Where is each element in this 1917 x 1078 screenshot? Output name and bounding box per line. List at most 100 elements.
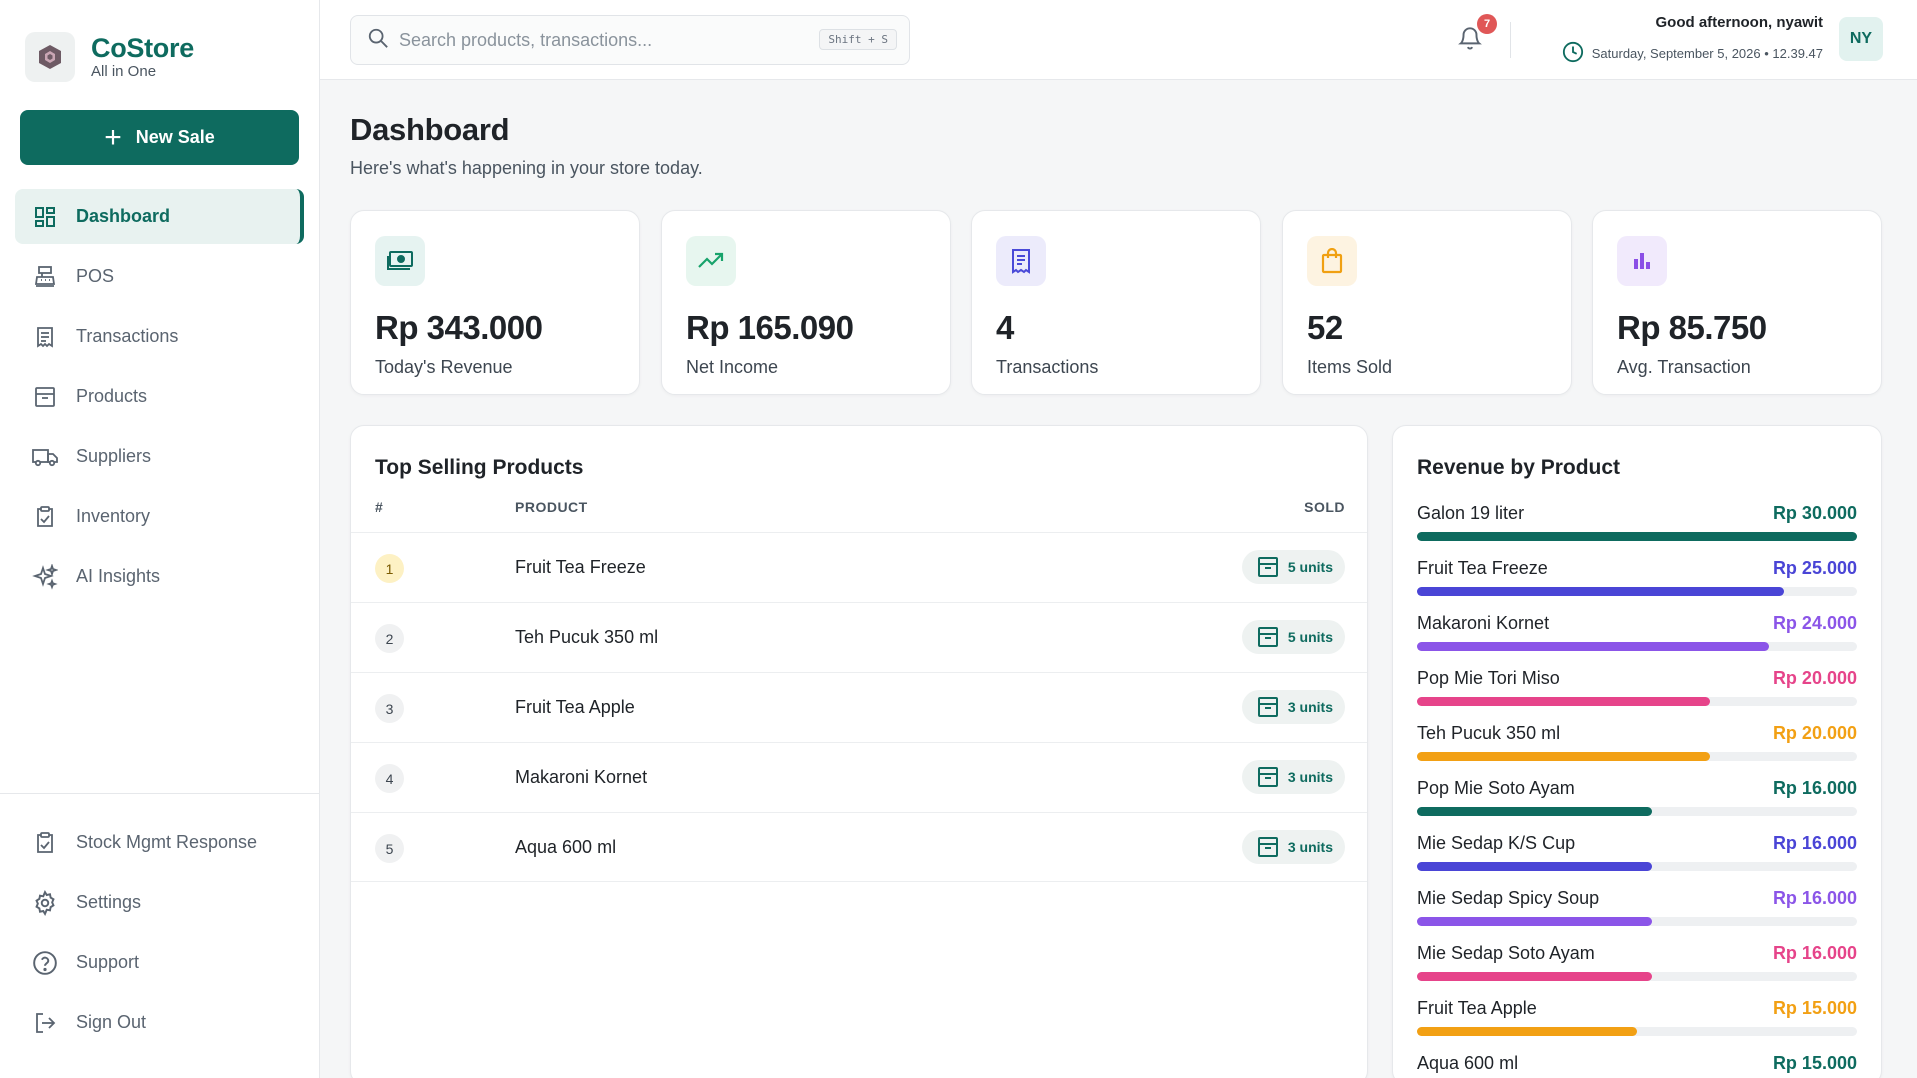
sold-badge: 3 units <box>1241 760 1345 794</box>
revenue-value: Rp 16.000 <box>1772 888 1857 908</box>
revenue-item: Mie Sedap Spicy Soup Rp 16.000 <box>1417 888 1857 943</box>
search-input[interactable] <box>399 29 819 51</box>
archive-icon <box>1256 695 1280 719</box>
revenue-item: Pop Mie Tori Miso Rp 20.000 <box>1417 668 1857 723</box>
product-name: Aqua 600 ml <box>515 837 617 857</box>
revenue-bar-fill <box>1417 807 1652 816</box>
table-row[interactable]: 2 Teh Pucuk 350 ml 5 units <box>351 602 1367 672</box>
top-header: Shift + S 7 Good afternoon, nyawit Satur… <box>320 0 1917 80</box>
revenue-product-name: Pop Mie Soto Ayam <box>1417 778 1575 798</box>
revenue-item: Makaroni Kornet Rp 24.000 <box>1417 613 1857 668</box>
sold-quantity: 3 units <box>1287 839 1333 855</box>
table-row[interactable]: 5 Aqua 600 ml 3 units <box>351 812 1367 882</box>
column-header-sold: SOLD <box>1304 499 1345 515</box>
rank-badge: 5 <box>375 834 404 863</box>
page-title: Dashboard <box>350 112 510 147</box>
brand-tagline: All in One <box>91 63 157 80</box>
sidebar-item-stock-mgmt-response[interactable]: Stock Mgmt Response <box>15 815 304 870</box>
greeting-block: Good afternoon, nyawit Saturday, Septemb… <box>1562 14 1823 66</box>
column-header-rank: # <box>375 499 384 515</box>
sidebar-item-label: Stock Mgmt Response <box>76 832 258 852</box>
product-name: Fruit Tea Freeze <box>515 557 646 577</box>
revenue-item: Fruit Tea Apple Rp 15.000 <box>1417 998 1857 1053</box>
register-icon <box>31 263 59 291</box>
revenue-product-name: Aqua 600 ml <box>1417 1053 1519 1073</box>
stat-card-net-income: Rp 165.090 Net Income <box>661 210 951 395</box>
main-nav: Dashboard POS Transactions Products Supp… <box>15 189 304 609</box>
page-subtitle: Here's what's happening in your store to… <box>350 158 703 178</box>
sidebar-item-support[interactable]: Support <box>15 935 304 990</box>
sold-badge: 5 units <box>1241 620 1345 654</box>
revenue-product-name: Makaroni Kornet <box>1417 613 1550 633</box>
notification-count-badge: 7 <box>1477 14 1497 34</box>
receipt-icon <box>31 323 59 351</box>
truck-icon <box>31 443 59 471</box>
revenue-value: Rp 30.000 <box>1772 503 1857 523</box>
product-name: Fruit Tea Apple <box>515 697 635 717</box>
revenue-value: Rp 20.000 <box>1772 723 1857 743</box>
notifications-button[interactable] <box>1457 24 1491 58</box>
top-selling-card: Top Selling Products # PRODUCT SOLD 1 Fr… <box>350 425 1368 1078</box>
revenue-item: Galon 19 liter Rp 30.000 <box>1417 503 1857 558</box>
table-row[interactable]: 4 Makaroni Kornet 3 units <box>351 742 1367 812</box>
sidebar-item-dashboard[interactable]: Dashboard <box>15 189 304 244</box>
sidebar-item-pos[interactable]: POS <box>15 249 304 304</box>
table-row[interactable]: 1 Fruit Tea Freeze 5 units <box>351 532 1367 602</box>
user-avatar[interactable]: NY <box>1839 17 1883 61</box>
brand-name: CoStore <box>91 33 194 63</box>
rank-badge: 1 <box>375 554 404 583</box>
revenue-bar-track <box>1417 642 1857 651</box>
archive-icon <box>1256 835 1280 859</box>
revenue-value: Rp 24.000 <box>1772 613 1857 633</box>
sold-badge: 3 units <box>1241 690 1345 724</box>
sidebar-item-sign-out[interactable]: Sign Out <box>15 995 304 1050</box>
datetime-row: Saturday, September 5, 2026 • 12.39.47 <box>1562 41 1823 66</box>
sold-quantity: 5 units <box>1287 629 1333 645</box>
revenue-product-name: Mie Sedap Soto Ayam <box>1417 943 1595 963</box>
stat-card-avg-transaction: Rp 85.750 Avg. Transaction <box>1592 210 1882 395</box>
search-bar[interactable]: Shift + S <box>350 15 910 65</box>
card-title: Revenue by Product <box>1417 456 1621 479</box>
column-header-product: PRODUCT <box>515 499 588 515</box>
revenue-product-name: Mie Sedap K/S Cup <box>1417 833 1576 853</box>
costore-logo-icon <box>25 32 75 82</box>
search-icon <box>367 27 389 54</box>
bar-chart-icon <box>1617 236 1667 286</box>
clock-icon <box>1562 41 1584 66</box>
revenue-bar-fill <box>1417 752 1711 761</box>
stat-label: Net Income <box>686 357 779 377</box>
sidebar-item-ai-insights[interactable]: AI Insights <box>15 549 304 604</box>
revenue-product-name: Mie Sedap Spicy Soup <box>1417 888 1600 908</box>
stat-label: Items Sold <box>1307 357 1393 377</box>
sidebar-item-transactions[interactable]: Transactions <box>15 309 304 364</box>
revenue-value: Rp 15.000 <box>1772 998 1857 1018</box>
revenue-value: Rp 20.000 <box>1772 668 1857 688</box>
revenue-bar-fill <box>1417 642 1769 651</box>
search-shortcut-hint: Shift + S <box>819 29 897 50</box>
revenue-bar-track <box>1417 697 1857 706</box>
revenue-bar-track <box>1417 807 1857 816</box>
revenue-bar-fill <box>1417 862 1652 871</box>
table-row[interactable]: 3 Fruit Tea Apple 3 units <box>351 672 1367 742</box>
revenue-bar-track <box>1417 532 1857 541</box>
rank-badge: 2 <box>375 624 404 653</box>
brand[interactable]: CoStore All in One <box>25 32 194 82</box>
archive-icon <box>1256 555 1280 579</box>
sidebar-item-settings[interactable]: Settings <box>15 875 304 930</box>
revenue-value: Rp 15.000 <box>1772 1053 1857 1073</box>
sidebar-item-suppliers[interactable]: Suppliers <box>15 429 304 484</box>
revenue-item: Teh Pucuk 350 ml Rp 20.000 <box>1417 723 1857 778</box>
sidebar-item-products[interactable]: Products <box>15 369 304 424</box>
sidebar-item-inventory[interactable]: Inventory <box>15 489 304 544</box>
sidebar-item-label: Sign Out <box>76 1012 147 1032</box>
stat-value: 52 <box>1307 309 1343 346</box>
new-sale-button[interactable]: + New Sale <box>20 110 299 165</box>
trending-up-icon <box>686 236 736 286</box>
sidebar-item-label: POS <box>76 266 115 286</box>
card-title: Top Selling Products <box>375 456 584 479</box>
revenue-product-name: Pop Mie Tori Miso <box>1417 668 1560 688</box>
plus-icon: + <box>104 120 122 154</box>
product-name: Teh Pucuk 350 ml <box>515 627 659 647</box>
sidebar: CoStore All in One + New Sale Dashboard … <box>0 0 320 1078</box>
bell-icon <box>1457 27 1483 56</box>
